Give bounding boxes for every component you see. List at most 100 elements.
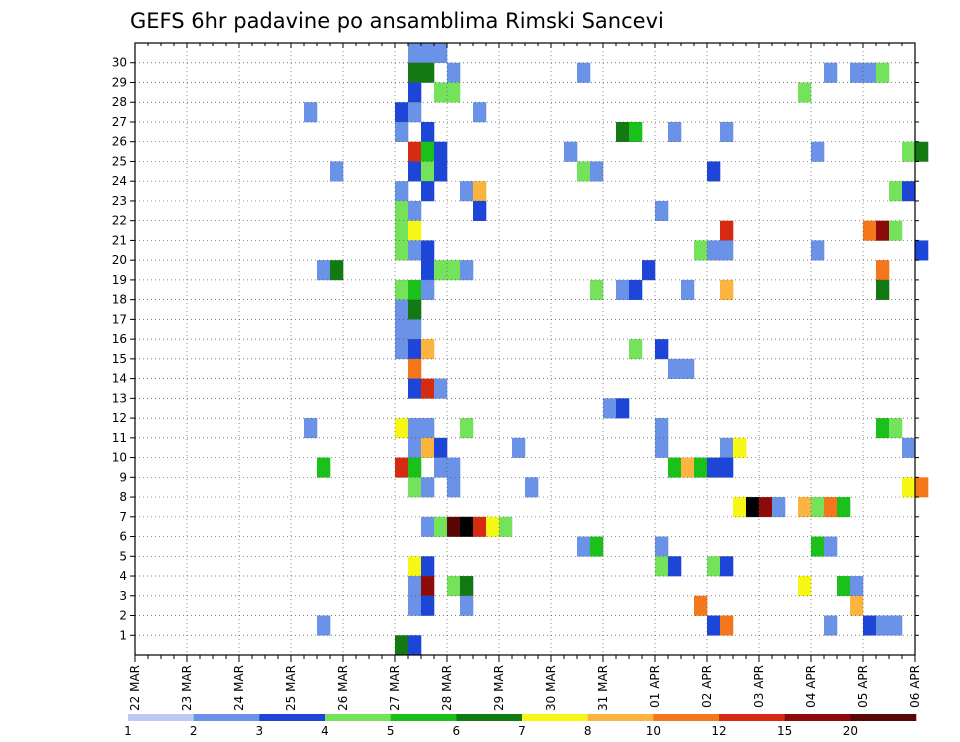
y-tick-label: 23	[112, 194, 127, 208]
x-tick-label: 29 MAR	[492, 665, 506, 711]
colorbar: 1 2 3 4 5 6 7 8 10 12 15 20	[124, 714, 917, 738]
y-tick-label: 21	[112, 233, 127, 247]
heatmap-cell	[824, 497, 838, 518]
heatmap-cell	[798, 82, 812, 103]
heatmap-cell	[876, 62, 890, 83]
heatmap-cell	[681, 279, 695, 300]
heatmap-cell	[434, 516, 448, 537]
colorbar-swatch	[390, 714, 457, 721]
heatmap-cell	[434, 82, 448, 103]
heatmap-cell	[720, 615, 734, 636]
heatmap-cell	[889, 615, 903, 636]
x-tick-label: 04 APR	[804, 665, 818, 708]
heatmap-cell	[395, 200, 409, 221]
heatmap-cell	[694, 457, 708, 478]
x-tick-label: 24 MAR	[232, 665, 246, 711]
heatmap-cell	[421, 418, 435, 439]
heatmap-cell	[876, 220, 890, 241]
heatmap-cell	[733, 437, 747, 458]
heatmap-cell	[421, 240, 435, 261]
heatmap-cell	[395, 240, 409, 261]
colorbar-swatch	[653, 714, 720, 721]
heatmap-cell	[395, 121, 409, 143]
heatmap-cell	[707, 161, 721, 182]
heatmap-cell	[512, 437, 526, 458]
y-axis: 1234567891011121314151617181920212223242…	[112, 56, 919, 642]
heatmap-cell	[889, 418, 903, 439]
colorbar-swatch	[587, 714, 654, 721]
heatmap-cell	[473, 200, 487, 221]
heatmap-cell	[421, 161, 435, 182]
y-tick-label: 9	[119, 470, 127, 484]
heatmap-cell	[655, 556, 669, 577]
heatmap-cell	[590, 279, 604, 300]
colorbar-label: 20	[843, 724, 858, 738]
heatmap-cell	[863, 220, 877, 241]
heatmap-cell	[707, 556, 721, 577]
heatmap-cell	[447, 457, 461, 478]
heatmap-cell	[798, 497, 812, 518]
heatmap-cell	[824, 62, 838, 83]
plot-frame	[134, 42, 916, 656]
y-tick-label: 16	[112, 332, 127, 346]
x-tick-label: 01 APR	[648, 665, 662, 708]
heatmap-cell	[421, 477, 435, 498]
heatmap-cell	[408, 378, 422, 399]
x-tick-label: 05 APR	[856, 665, 870, 708]
heatmap-cell	[408, 82, 422, 103]
heatmap-cell	[720, 457, 734, 478]
heatmap-cell	[668, 556, 682, 577]
y-tick-label: 4	[119, 569, 127, 583]
heatmap-cell	[629, 339, 643, 360]
gridlines	[135, 43, 915, 655]
heatmap-cell	[434, 457, 448, 478]
heatmap-cell	[850, 595, 864, 616]
heatmap-cell	[408, 556, 422, 577]
y-tick-label: 27	[112, 115, 127, 129]
heatmap-cell	[421, 260, 435, 281]
heatmap-cell	[720, 240, 734, 261]
heatmap-cell	[408, 477, 422, 498]
heatmap-cell	[655, 536, 669, 557]
heatmap-cell	[824, 536, 838, 557]
y-tick-label: 2	[119, 609, 127, 623]
y-tick-label: 20	[112, 253, 127, 267]
heatmap-cell	[395, 220, 409, 241]
heatmap-cell	[577, 536, 591, 557]
heatmap-cell	[759, 497, 773, 518]
heatmap-cell	[486, 516, 500, 537]
heatmap-cell	[408, 418, 422, 439]
y-tick-label: 5	[119, 549, 127, 563]
heatmap-cell	[720, 220, 734, 241]
heatmap-cell	[447, 477, 461, 498]
heatmap-cell	[577, 62, 591, 83]
colorbar-swatch	[850, 714, 917, 721]
heatmap-cell	[408, 576, 422, 597]
heatmap-cell	[421, 279, 435, 300]
y-tick-label: 12	[112, 411, 127, 425]
y-tick-label: 14	[112, 372, 127, 386]
heatmap-cell	[720, 556, 734, 577]
heatmap-cell	[395, 181, 409, 202]
heatmap-cell	[876, 279, 890, 300]
y-tick-label: 1	[119, 628, 127, 642]
heatmap-cell	[902, 437, 916, 458]
heatmap-cell	[863, 615, 877, 636]
colorbar-label: 2	[190, 724, 198, 738]
heatmap-cell	[408, 161, 422, 182]
heatmap-cell	[421, 181, 435, 202]
heatmap-cell	[811, 141, 825, 162]
colorbar-label: 6	[453, 724, 461, 738]
heatmap-cell	[798, 576, 812, 597]
heatmap-cell	[408, 358, 422, 379]
heatmap-cell	[395, 102, 409, 123]
heatmap-cell	[707, 615, 721, 636]
heatmap-cell	[421, 339, 435, 360]
heatmap-cell	[434, 437, 448, 458]
heatmap-cell	[408, 43, 422, 64]
heatmap-cell	[564, 141, 578, 162]
colorbar-swatch	[719, 714, 785, 721]
heatmap-cell	[460, 181, 474, 202]
heatmap-cell	[421, 141, 435, 162]
heatmap-cell	[499, 516, 513, 537]
